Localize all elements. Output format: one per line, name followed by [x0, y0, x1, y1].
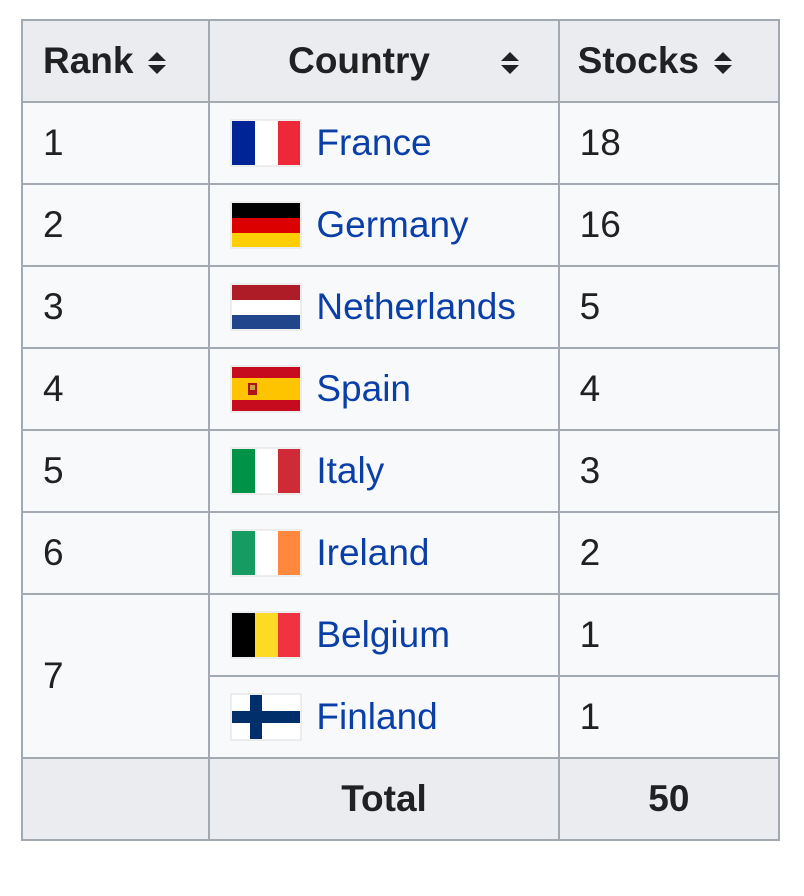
country-link[interactable]: France [316, 122, 432, 163]
country-link[interactable]: Italy [316, 450, 385, 491]
empty-cell [20, 757, 211, 841]
total-label: Total [208, 757, 560, 841]
header-cell[interactable]: Country [208, 19, 560, 103]
row: 5 Italy 3 [20, 429, 781, 513]
country-cell: France [208, 101, 560, 185]
country-cell: Netherlands [208, 265, 560, 349]
row: 1 France 18 [20, 101, 781, 185]
rank-cell: 5 [20, 429, 211, 513]
flag-icon [230, 201, 302, 249]
flag-icon [230, 119, 302, 167]
sort-icon [500, 52, 519, 75]
flag-icon [230, 529, 302, 577]
rank-cell: 4 [20, 347, 211, 431]
rank-cell: 7 [20, 593, 211, 759]
stocks-cell: 1 [557, 675, 781, 759]
row: 3 Netherlands 5 [20, 265, 781, 349]
header-text: Rank [43, 40, 134, 81]
country-link[interactable]: Belgium [316, 614, 451, 655]
stocks-cell: 18 [557, 101, 781, 185]
stocks-cell: 1 [557, 593, 781, 677]
country-cell: Italy [208, 429, 560, 513]
header-text: Stocks [577, 40, 699, 81]
row: 7 Belgium 1 [20, 593, 781, 759]
country-link[interactable]: Finland [316, 696, 438, 737]
country-cell: Germany [208, 183, 560, 267]
rank-cell: 3 [20, 265, 211, 349]
data-table: Rank Country Stocks 1 France 18 2 German… [20, 19, 781, 841]
flag-icon [230, 365, 302, 413]
rank-cell: 2 [20, 183, 211, 267]
country-cell: Ireland [208, 511, 560, 595]
header-row: Rank Country Stocks [20, 19, 781, 103]
header-text: Country [288, 40, 430, 81]
header-cell[interactable]: Rank [20, 19, 211, 103]
country-cell: Spain [208, 347, 560, 431]
country-link[interactable]: Spain [316, 368, 412, 409]
flag-icon [230, 693, 302, 741]
row: 6 Ireland 2 [20, 511, 781, 595]
stocks-cell: 2 [557, 511, 781, 595]
footer-row: Total 50 [20, 757, 781, 841]
flag-icon [230, 283, 302, 331]
stocks-cell: 4 [557, 347, 781, 431]
country-link[interactable]: Ireland [316, 532, 430, 573]
stocks-cell: 3 [557, 429, 781, 513]
rank-cell: 6 [20, 511, 211, 595]
sort-icon [148, 52, 167, 75]
total-value: 50 [557, 757, 781, 841]
sort-icon [714, 52, 732, 75]
country-cell: Finland [208, 675, 560, 759]
stocks-cell: 16 [557, 183, 781, 267]
flag-icon [230, 447, 302, 495]
stocks-cell: 5 [557, 265, 781, 349]
row: Finland 1 [22, 675, 781, 759]
country-link[interactable]: Germany [316, 204, 469, 245]
flag-icon [230, 611, 302, 659]
header-cell[interactable]: Stocks [557, 19, 781, 103]
rank-cell: 1 [20, 101, 211, 185]
country-link[interactable]: Netherlands [316, 286, 516, 327]
row: 4 Spain 4 [20, 347, 781, 431]
row: 2 Germany 16 [20, 183, 781, 267]
country-cell: Belgium [208, 593, 560, 677]
